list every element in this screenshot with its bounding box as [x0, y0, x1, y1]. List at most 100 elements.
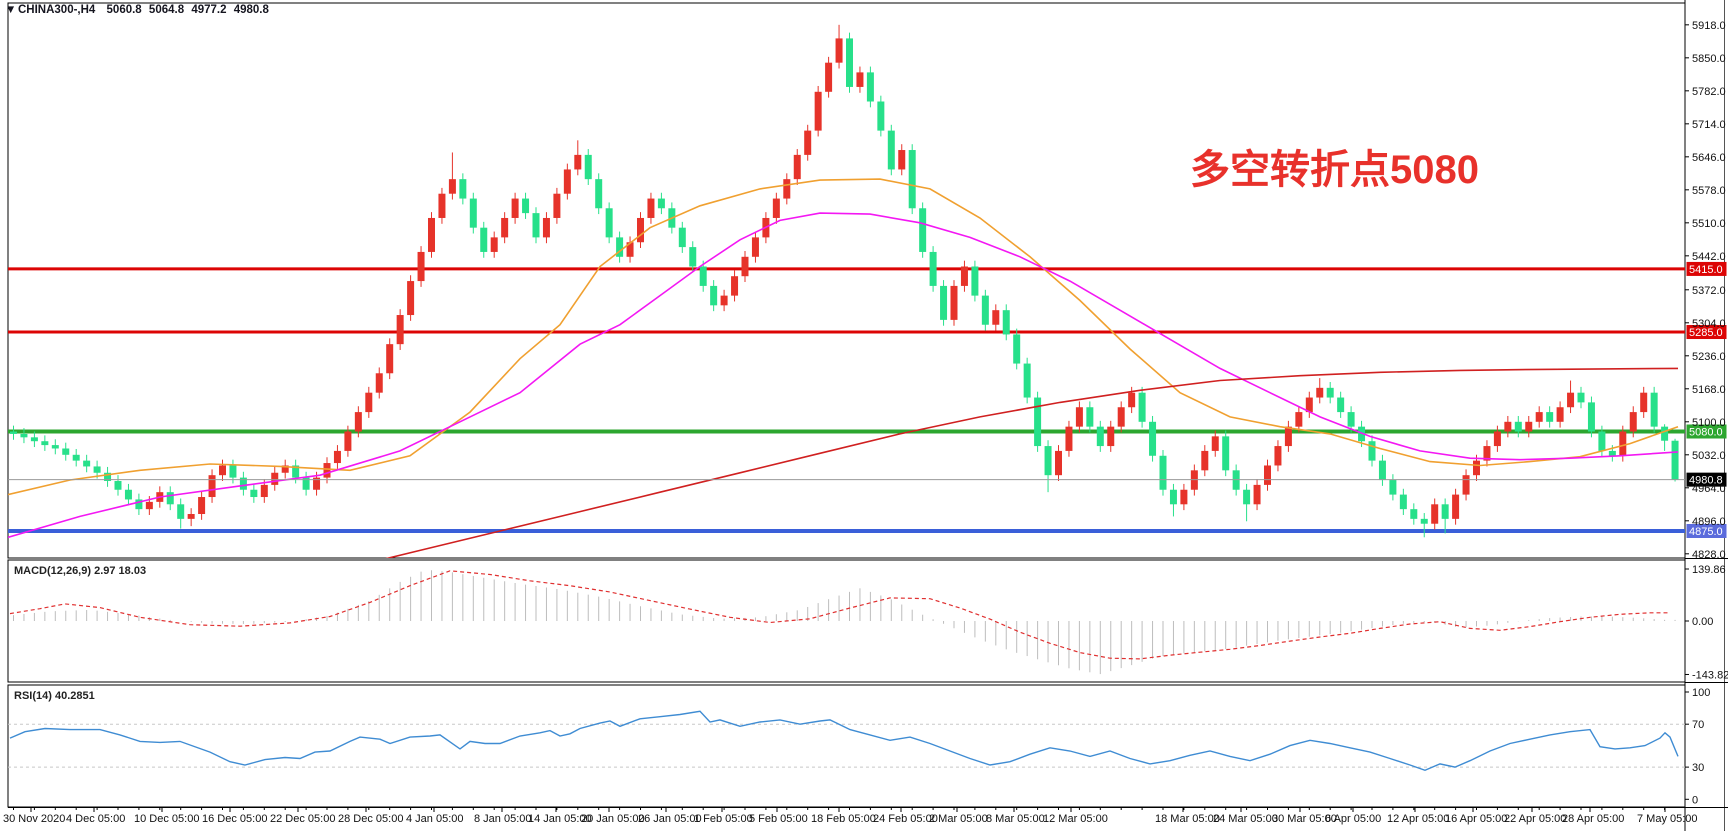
- candle-body: [647, 198, 655, 218]
- candle-body: [992, 310, 1000, 325]
- rsi-axis-label: 100: [1692, 687, 1710, 699]
- candle-body: [93, 466, 101, 473]
- time-label[interactable]: 20 Jan 05:00: [581, 813, 645, 825]
- time-label[interactable]: 16 Apr 05:00: [1445, 813, 1507, 825]
- time-label[interactable]: 14 Jan 05:00: [528, 813, 592, 825]
- candle-body: [375, 373, 383, 393]
- time-label[interactable]: 7 May 05:00: [1637, 813, 1698, 825]
- time-label[interactable]: 1 Feb 05:00: [694, 813, 753, 825]
- candle-body: [459, 179, 467, 199]
- macd-axis-label: 139.86: [1692, 564, 1726, 576]
- candle-body: [480, 227, 488, 252]
- candle-body: [971, 266, 979, 296]
- candle-body: [1023, 363, 1031, 398]
- candle-body: [804, 130, 812, 155]
- time-label[interactable]: 4 Jan 05:00: [406, 813, 464, 825]
- candle-body: [1619, 431, 1627, 456]
- candle-body: [219, 465, 226, 476]
- candle-body: [1086, 407, 1094, 427]
- price-tick-label: 4828.0: [1692, 549, 1726, 561]
- time-label[interactable]: 26 Jan 05:00: [638, 813, 702, 825]
- price-tick-label: 5850.0: [1692, 53, 1726, 65]
- time-label[interactable]: 28 Apr 05:00: [1562, 813, 1624, 825]
- candle-body: [1002, 310, 1010, 335]
- time-axis[interactable]: 30 Nov 2020 4 Dec 05:00 10 Dec 05:00 16 Dec…: [3, 807, 1698, 826]
- candle-body: [41, 441, 49, 446]
- time-label[interactable]: 22 Dec 05:00: [270, 813, 335, 825]
- candle-body: [323, 463, 331, 478]
- candle-body: [448, 179, 456, 194]
- price-axis[interactable]: 5415.0 5285.0 5080.0 4875.0 4980.8 5918.0 5850…: [1685, 20, 1727, 561]
- annotation-text[interactable]: 多空转折点5080: [1190, 148, 1479, 192]
- candle-body: [1347, 412, 1355, 427]
- macd-signal-line: [9, 570, 1670, 660]
- candle-body: [595, 179, 603, 209]
- candle-body: [1577, 392, 1585, 403]
- time-label[interactable]: 6 Apr 05:00: [1325, 813, 1381, 825]
- rsi-indicator: 100 70 30 0: [8, 687, 1710, 806]
- time-label[interactable]: 28 Dec 05:00: [338, 813, 403, 825]
- price-tick-label: 5714.0: [1692, 119, 1726, 131]
- time-label[interactable]: 30 Nov 2020: [3, 813, 65, 825]
- candle-body: [929, 251, 937, 286]
- candle-body: [1556, 407, 1564, 422]
- time-label[interactable]: 18 Mar 05:00: [1155, 813, 1220, 825]
- candle-body: [563, 169, 571, 194]
- time-label[interactable]: 16 Dec 05:00: [202, 813, 267, 825]
- macd-label: MACD(12,26,9) 2.97 18.03: [14, 565, 146, 577]
- time-label[interactable]: 10 Dec 05:00: [134, 813, 199, 825]
- candle-body: [1253, 484, 1261, 505]
- candle-body: [1316, 387, 1324, 398]
- candle-body: [605, 208, 613, 238]
- candle-body: [428, 217, 435, 252]
- time-label[interactable]: 30 Mar 05:00: [1272, 813, 1337, 825]
- candle-body: [1211, 436, 1219, 451]
- candle-body: [135, 499, 143, 510]
- candle-body: [250, 489, 258, 498]
- candle-body: [1640, 392, 1648, 413]
- rsi-axis-label: 0: [1692, 794, 1698, 806]
- candle-body: [1222, 436, 1230, 471]
- candle-body: [1284, 426, 1292, 447]
- candle-body: [898, 150, 906, 170]
- candle-body: [1608, 450, 1616, 456]
- symbol-ohlc-readout: CHINA300-,H4 5060.8 5064.8 4977.2 4980.8: [18, 4, 269, 16]
- candle-body: [260, 484, 268, 498]
- candle-body: [1159, 455, 1167, 490]
- open-value: 5060.8: [107, 4, 143, 16]
- candle-body: [720, 295, 728, 306]
- candle-body: [365, 392, 373, 413]
- candle-body: [877, 101, 885, 131]
- candle-body: [783, 179, 791, 199]
- candle-body: [574, 154, 582, 170]
- time-label[interactable]: 18 Feb 05:00: [811, 813, 876, 825]
- candle-body: [689, 247, 697, 267]
- time-label[interactable]: 4 Dec 05:00: [66, 813, 125, 825]
- time-label[interactable]: 12 Mar 05:00: [1043, 813, 1108, 825]
- candle-body: [1013, 334, 1021, 364]
- price-tick-label: 5578.0: [1692, 185, 1726, 197]
- time-label[interactable]: 24 Mar 05:00: [1213, 813, 1278, 825]
- candle-body: [72, 454, 80, 461]
- candle-body: [292, 465, 300, 478]
- candle-body: [678, 227, 686, 248]
- rsi-label: RSI(14) 40.2851: [14, 690, 95, 702]
- candle-body: [124, 489, 132, 500]
- price-tick-label: 5372.0: [1692, 285, 1726, 297]
- candle-body: [1420, 518, 1428, 524]
- time-label[interactable]: 12 Apr 05:00: [1387, 813, 1449, 825]
- time-label[interactable]: 8 Mar 05:00: [986, 813, 1045, 825]
- candle-body: [104, 472, 112, 482]
- time-label[interactable]: 5 Feb 05:00: [749, 813, 808, 825]
- candle-body: [1650, 392, 1658, 427]
- candle-body: [532, 213, 540, 238]
- macd-axis-label: 0.00: [1692, 616, 1713, 628]
- level-badge-5080.0: [1686, 424, 1727, 439]
- time-label[interactable]: 24 Feb 05:00: [873, 813, 938, 825]
- time-label[interactable]: 22 Apr 05:00: [1504, 813, 1566, 825]
- symbol-dropdown-icon[interactable]: ▼: [5, 4, 16, 16]
- candle-body: [542, 217, 550, 238]
- time-label[interactable]: 8 Jan 05:00: [474, 813, 532, 825]
- time-label[interactable]: 2 Mar 05:00: [929, 813, 988, 825]
